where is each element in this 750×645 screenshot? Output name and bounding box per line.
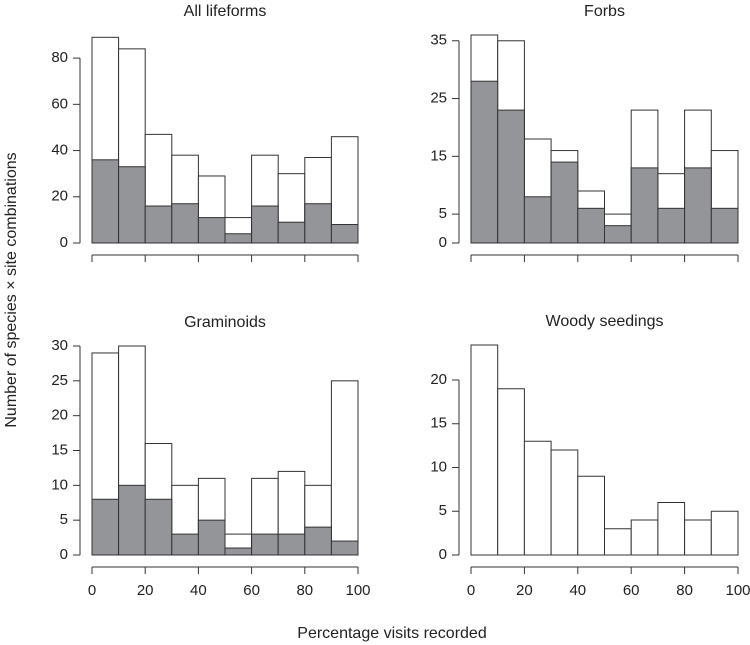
histogram-bar [91,498,120,556]
y-tick-label: 15 [430,147,447,164]
histogram-bar [577,207,605,244]
histogram-bar [251,205,279,244]
histogram-bar [251,533,279,556]
histogram-bar [470,80,499,244]
y-tick-label: 5 [439,205,447,222]
y-tick-label: 35 [430,32,447,49]
x-axis-label: Percentage visits recorded [297,625,486,642]
histogram-bar [523,196,552,244]
y-tick-label: 25 [51,372,68,389]
y-tick-label: 0 [60,546,68,563]
histogram-bar [224,547,253,556]
histogram-bar [277,533,306,556]
x-tick-label: 0 [88,582,96,599]
histogram-bar [118,484,146,556]
histogram-bar [224,233,253,244]
histogram-bar [523,440,552,556]
histogram-bar [630,519,659,556]
histogram-bar [91,159,120,244]
histogram-bar [144,498,173,556]
histogram-bar [657,207,686,244]
y-tick-label: 60 [51,95,68,112]
y-tick-label: 80 [51,49,68,66]
y-tick-label: 20 [51,188,68,205]
histogram-bar [171,533,199,556]
histogram-bar [604,225,632,244]
y-tick-label: 40 [51,142,68,159]
x-tick-label: 20 [137,582,154,599]
histogram-bar [684,519,712,556]
histogram-bar [330,380,359,556]
panel-title: Woody seedings [546,313,664,330]
histogram-bar [577,475,605,556]
panel-title: Forbs [584,3,625,20]
y-axis-label: Number of species × site combinations [3,152,20,427]
y-tick-label: 5 [60,511,68,528]
x-tick-label: 60 [243,582,260,599]
histogram-bar [197,217,226,244]
histogram-bar [330,224,359,244]
histogram-bar [657,502,686,556]
histogram-bar [550,161,579,244]
x-tick-label: 80 [296,582,313,599]
histogram-bar [330,540,359,556]
y-tick-label: 0 [60,234,68,251]
y-tick-label: 0 [439,234,447,251]
y-tick-label: 10 [430,458,447,475]
histogram-bar [497,109,525,244]
x-tick-label: 100 [725,582,750,599]
histogram-bar [304,203,332,244]
y-tick-label: 10 [51,476,68,493]
histogram-bar [684,167,712,244]
y-tick-label: 15 [51,441,68,458]
y-tick-label: 15 [430,415,447,432]
histogram-bar [710,207,739,244]
histogram-bar [277,221,306,244]
histogram-bar [604,528,632,556]
y-tick-label: 0 [439,546,447,563]
x-tick-label: 100 [345,582,370,599]
y-tick-label: 25 [430,90,447,107]
y-tick-label: 5 [439,502,447,519]
panel-title: Graminoids [184,314,266,331]
histogram-bar [304,526,332,556]
x-tick-label: 0 [467,582,475,599]
x-tick-label: 40 [569,582,586,599]
histogram-bar [118,166,146,244]
x-tick-label: 60 [623,582,640,599]
y-tick-label: 20 [51,407,68,424]
histogram-bar [470,344,499,556]
y-tick-label: 30 [51,337,68,354]
y-tick-label: 20 [430,371,447,388]
histogram-bar [550,449,579,556]
x-tick-label: 40 [190,582,207,599]
x-tick-label: 20 [516,582,533,599]
histogram-bar [171,203,199,244]
x-tick-label: 80 [676,582,693,599]
panel-title: All lifeforms [184,3,267,20]
histogram-bar [630,167,659,244]
histogram-bar [710,510,739,556]
histogram-bar [497,388,525,556]
histogram-bar [197,519,226,556]
histogram-bar [144,205,173,244]
